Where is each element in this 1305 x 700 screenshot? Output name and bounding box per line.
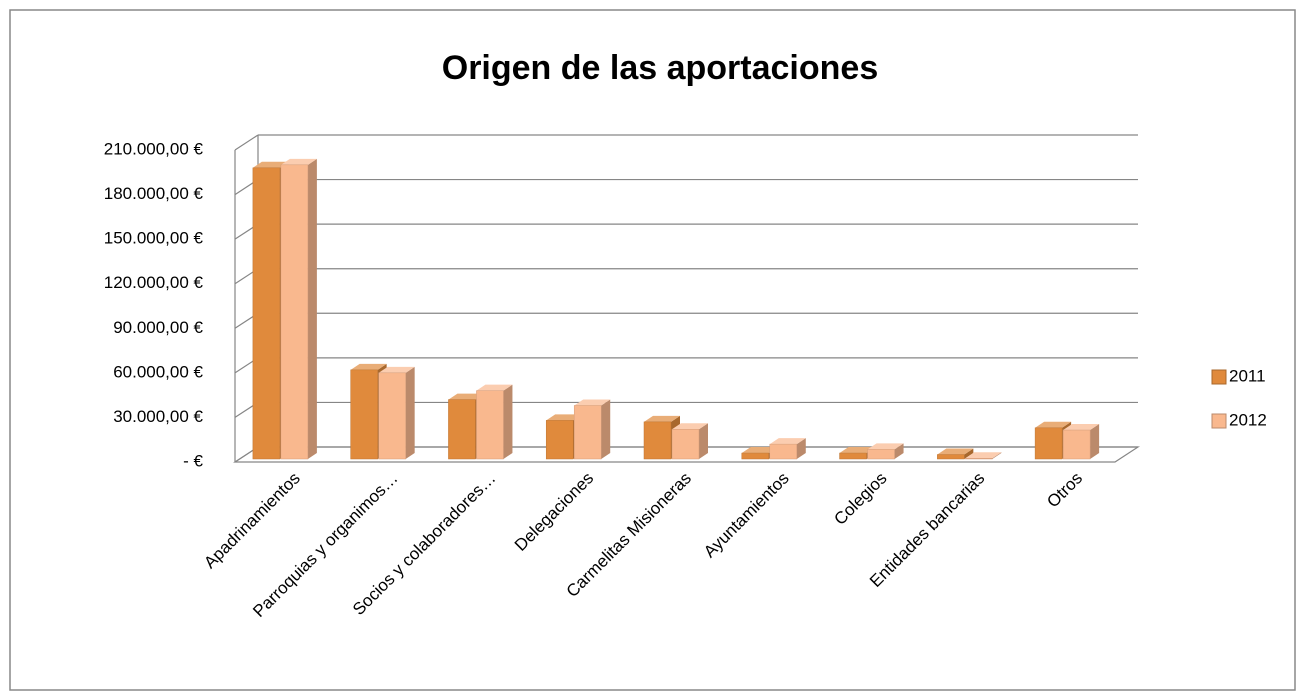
bar bbox=[476, 390, 504, 460]
bar bbox=[1034, 427, 1063, 460]
y-tick-label: 90.000,00 € bbox=[113, 318, 203, 337]
bar bbox=[741, 452, 770, 460]
bar bbox=[671, 429, 700, 460]
bar bbox=[280, 164, 309, 460]
bar-top bbox=[741, 447, 778, 454]
bar bbox=[769, 443, 798, 460]
bar-top bbox=[546, 414, 583, 421]
bar-top bbox=[867, 443, 904, 450]
bar-top bbox=[350, 363, 387, 370]
bar-side bbox=[601, 399, 611, 459]
bar bbox=[867, 449, 895, 460]
bar-top bbox=[448, 393, 485, 400]
bar-top bbox=[839, 447, 876, 454]
y-tick-label: 210.000,00 € bbox=[104, 139, 204, 158]
legend-swatch bbox=[1211, 413, 1227, 429]
legend-label: 2012 bbox=[1229, 410, 1267, 429]
bar-top bbox=[574, 399, 611, 406]
y-tick-label: 30.000,00 € bbox=[113, 407, 203, 426]
bar-top bbox=[1035, 421, 1072, 428]
bar-side bbox=[1090, 424, 1100, 459]
bar-side bbox=[894, 443, 904, 459]
bar-side bbox=[796, 438, 806, 459]
bar bbox=[545, 420, 574, 460]
bar-top bbox=[769, 438, 806, 445]
grid-line-side bbox=[234, 134, 259, 151]
bar-side bbox=[503, 384, 513, 459]
bar bbox=[839, 452, 867, 460]
bar-side bbox=[307, 158, 317, 460]
bar-top bbox=[644, 415, 680, 422]
legend-label: 2011 bbox=[1229, 366, 1266, 385]
bar bbox=[378, 372, 406, 460]
y-tick-label: 150.000,00 € bbox=[104, 229, 204, 248]
y-tick-label: 60.000,00 € bbox=[113, 362, 203, 381]
bar bbox=[448, 399, 476, 460]
bar bbox=[643, 421, 672, 460]
bar-top bbox=[965, 452, 1002, 459]
bar bbox=[573, 405, 602, 460]
bar-side bbox=[992, 452, 1002, 459]
chart-title: Origen de las aportaciones bbox=[442, 49, 878, 87]
bar bbox=[350, 369, 378, 460]
chart-border bbox=[9, 9, 1296, 691]
bar-top bbox=[1063, 424, 1100, 431]
bar bbox=[965, 458, 993, 460]
y-tick-label: 120.000,00 € bbox=[104, 273, 204, 292]
y-tick-label: 180.000,00 € bbox=[104, 184, 204, 203]
y-tick-label: - € bbox=[183, 451, 203, 470]
bar-top bbox=[280, 158, 317, 165]
bar-top bbox=[476, 384, 513, 391]
bar bbox=[1062, 429, 1091, 460]
bar-top bbox=[937, 448, 974, 455]
legend-swatch bbox=[1211, 369, 1227, 385]
bar-top bbox=[252, 161, 289, 168]
bar-side bbox=[699, 423, 708, 459]
bar bbox=[252, 167, 281, 460]
bar-top bbox=[672, 423, 708, 430]
bar-side bbox=[964, 448, 974, 459]
bar-side bbox=[405, 366, 415, 459]
bar bbox=[937, 454, 965, 460]
bar-top bbox=[378, 366, 415, 373]
